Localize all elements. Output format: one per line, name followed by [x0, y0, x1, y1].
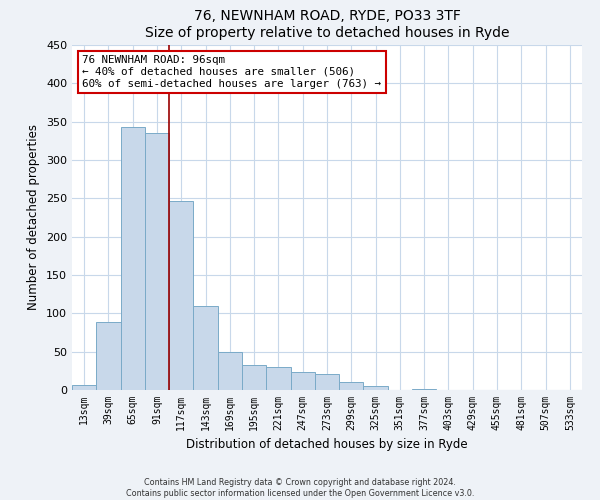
Y-axis label: Number of detached properties: Number of detached properties: [28, 124, 40, 310]
Text: 76 NEWNHAM ROAD: 96sqm
← 40% of detached houses are smaller (506)
60% of semi-de: 76 NEWNHAM ROAD: 96sqm ← 40% of detached…: [82, 56, 381, 88]
Bar: [72, 384, 96, 390]
Title: 76, NEWNHAM ROAD, RYDE, PO33 3TF
Size of property relative to detached houses in: 76, NEWNHAM ROAD, RYDE, PO33 3TF Size of…: [145, 10, 509, 40]
Bar: [218, 352, 242, 390]
Bar: [169, 202, 193, 390]
Bar: [121, 127, 145, 390]
Bar: [193, 306, 218, 390]
Bar: [145, 133, 169, 390]
Bar: [290, 372, 315, 390]
Bar: [96, 322, 121, 390]
Bar: [242, 364, 266, 390]
Bar: [266, 367, 290, 390]
Bar: [339, 382, 364, 390]
X-axis label: Distribution of detached houses by size in Ryde: Distribution of detached houses by size …: [186, 438, 468, 452]
Text: Contains HM Land Registry data © Crown copyright and database right 2024.
Contai: Contains HM Land Registry data © Crown c…: [126, 478, 474, 498]
Bar: [315, 374, 339, 390]
Bar: [412, 389, 436, 390]
Bar: [364, 386, 388, 390]
